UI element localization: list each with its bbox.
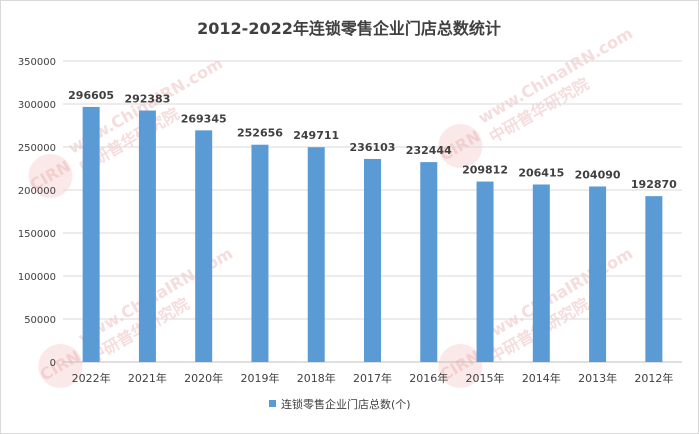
y-tick-label: 250000	[18, 143, 56, 154]
x-category-label: 2018年	[297, 371, 336, 385]
x-axis-categories: 2022年 2021年 2020年 2019年 2018年 2017年 2016年 2015年…	[72, 371, 674, 385]
bar	[364, 158, 381, 362]
x-category-label: 2019年	[240, 371, 279, 385]
y-tick-label: 350000	[18, 57, 56, 68]
bar	[138, 110, 156, 362]
y-tick-label: 0	[50, 358, 56, 369]
x-category-label: 2015年	[466, 371, 505, 385]
x-category-label: 2013年	[578, 371, 617, 385]
x-category-label: 2012年	[634, 371, 673, 385]
watermark-url: www.ChinaIRN.com	[475, 244, 636, 348]
bar	[251, 144, 269, 362]
legend-label: 连锁零售企业门店总数(个)	[281, 397, 411, 411]
data-label: 209812	[462, 164, 508, 177]
data-label: 204090	[575, 168, 621, 181]
data-label: 249711	[293, 129, 339, 142]
x-category-label: 2022年	[72, 371, 111, 385]
data-label: 236103	[350, 141, 396, 154]
bars	[82, 106, 663, 362]
y-tick-label: 300000	[18, 100, 56, 111]
legend: 连锁零售企业门店总数(个)	[269, 397, 411, 411]
bar	[82, 106, 100, 362]
x-category-label: 2017年	[353, 371, 392, 385]
watermark-logo	[438, 124, 483, 168]
x-category-label: 2021年	[128, 371, 167, 385]
watermark-logo	[38, 344, 83, 388]
x-category-label: 2014年	[522, 371, 561, 385]
y-tick-label: 50000	[24, 315, 56, 326]
bar	[420, 162, 438, 362]
bar	[307, 147, 325, 362]
bar	[195, 130, 213, 362]
watermark-logo	[28, 154, 73, 198]
data-label: 269345	[181, 112, 227, 125]
data-labels: 296605 292383 269345 252656 249711 236103 2324…	[68, 89, 677, 191]
y-tick-label: 200000	[18, 186, 56, 197]
x-category-label: 2020年	[184, 371, 223, 385]
chart-title: 2012-2022年连锁零售企业门店总数统计	[197, 19, 501, 38]
bar	[645, 196, 663, 362]
data-label: 252656	[237, 127, 283, 140]
legend-swatch	[269, 400, 276, 407]
y-axis-ticks: 0 50000 100000 150000 200000 250000 300000 3500…	[18, 57, 56, 369]
data-label: 192870	[631, 178, 677, 191]
data-label: 296605	[68, 89, 114, 102]
bar	[476, 181, 494, 362]
watermark-logo	[438, 344, 483, 388]
data-label: 206415	[518, 166, 564, 179]
bar	[589, 186, 607, 362]
data-label: 232444	[406, 144, 452, 157]
y-tick-label: 150000	[18, 229, 56, 240]
y-tick-label: 100000	[18, 272, 56, 283]
data-label: 292383	[124, 93, 170, 106]
watermark-url: www.ChinaIRN.com	[475, 24, 636, 128]
x-category-label: 2016年	[409, 371, 448, 385]
bar	[532, 184, 550, 362]
